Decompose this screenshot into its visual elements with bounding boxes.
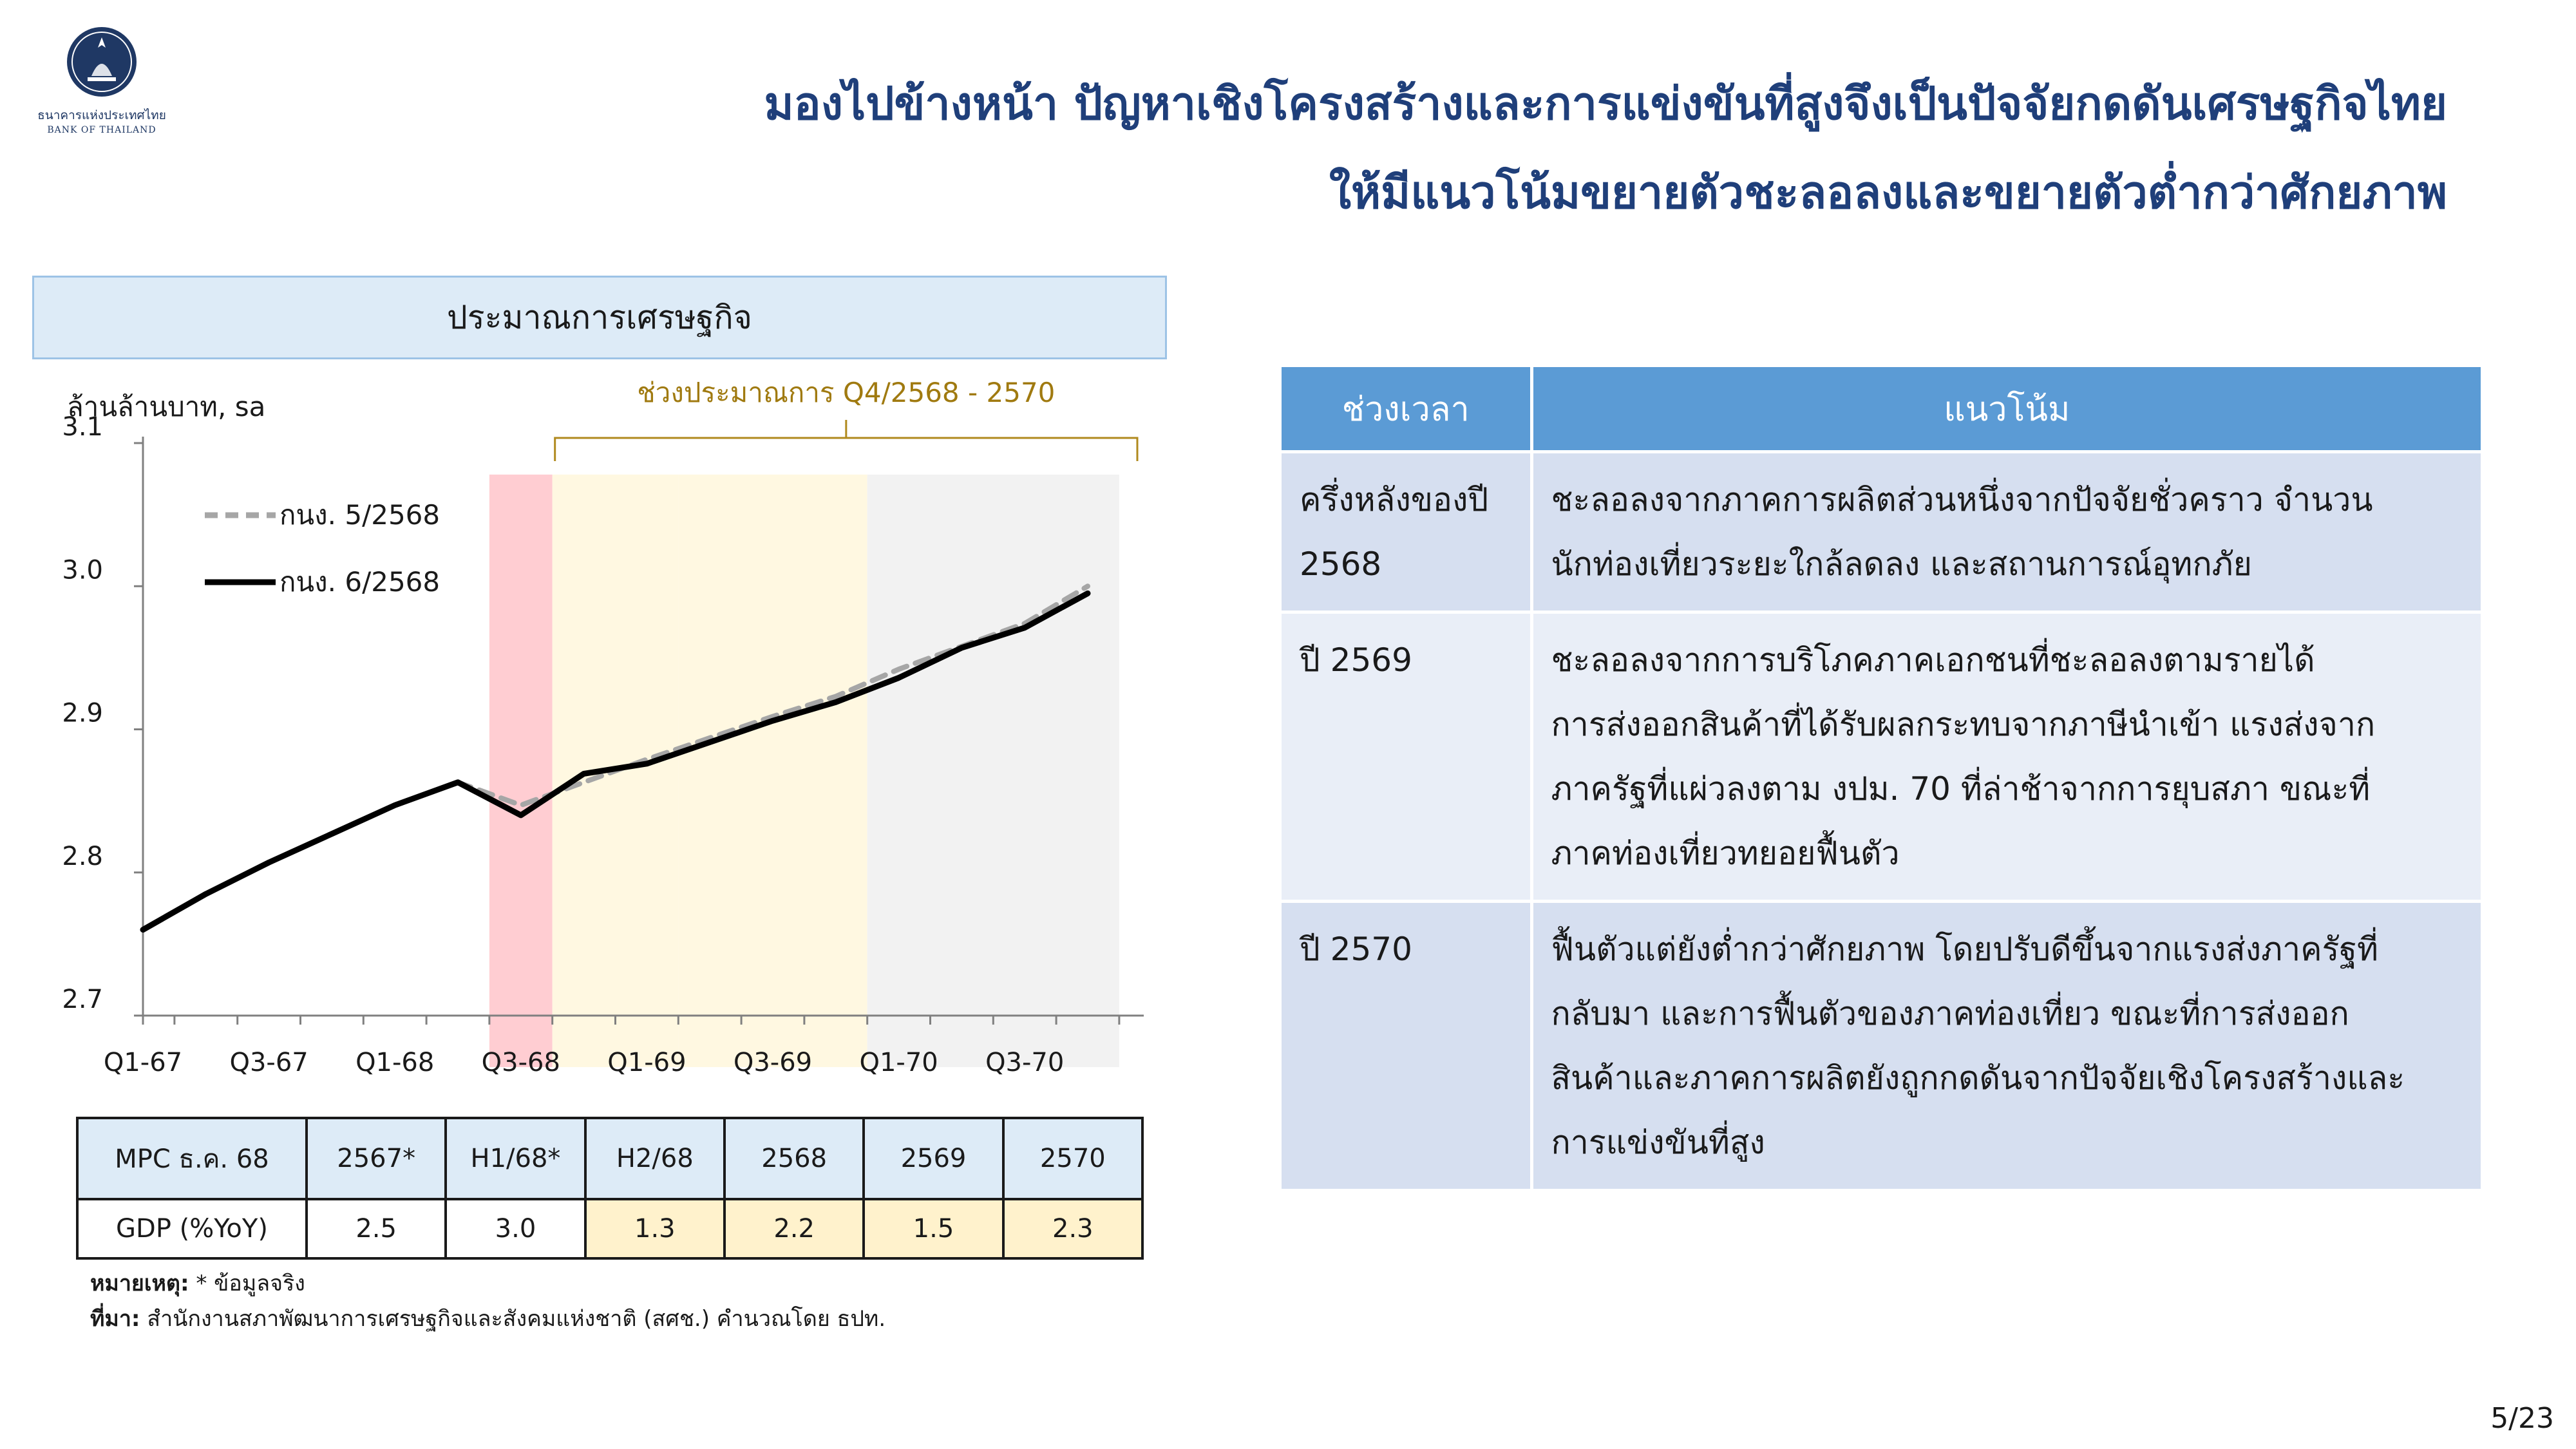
- gdp-header-cell: H1/68*: [444, 1117, 587, 1200]
- gdp-header-cell: 2567*: [305, 1117, 448, 1200]
- gdp-header-cell: 2570: [1001, 1117, 1144, 1200]
- y-tick-label: 3.1: [62, 412, 103, 442]
- gdp-table-header-row: MPC ธ.ค. 68 2567* H1/68* H2/68 2568 2569 2570: [76, 1117, 1144, 1200]
- logo-name-th: ธนาคารแห่งประเทศไทย: [37, 108, 166, 122]
- forecast-shading: [489, 474, 553, 1067]
- outlook-row: ปี 2570 ฟื้นตัวแต่ยังต่ำกว่าศักยภาพ โดยปร…: [1282, 901, 2481, 1192]
- legend-label-2: กนง. 6/2568: [279, 566, 440, 598]
- outlook-trend-line: การส่งออกสินค้าที่ได้รับผลกระทบจากภาษีนำ…: [1551, 706, 2376, 743]
- footnote-source-text: สำนักงานสภาพัฒนาการเศรษฐกิจและสังคมแห่งช…: [140, 1306, 886, 1332]
- outlook-period-cell: ปี 2570: [1282, 901, 1533, 1192]
- gdp-value-cell: 3.0: [444, 1197, 587, 1260]
- slide-title: มองไปข้างหน้า ปัญหาเชิงโครงสร้างและการแข…: [515, 59, 2447, 237]
- slide-title-line2: ให้มีแนวโน้มขยายตัวชะลอลงและขยายตัวต่ำกว…: [1329, 166, 2447, 219]
- outlook-period-line: ปี 2570: [1300, 931, 1412, 968]
- forecast-shading: [678, 474, 867, 1067]
- y-tick-label: 3.0: [62, 555, 103, 585]
- gdp-header-cell: MPC ธ.ค. 68: [76, 1117, 308, 1200]
- outlook-trend-cell: ชะลอลงจากการบริโภคภาคเอกชนที่ชะลอลงตามรา…: [1531, 612, 2481, 903]
- outlook-table-header-row: ช่วงเวลา แนวโน้ม: [1282, 367, 2481, 453]
- gdp-value-cell: 1.3: [583, 1197, 726, 1260]
- gdp-value-cell: 2.3: [1001, 1197, 1144, 1260]
- page-number: 5/23: [2490, 1402, 2554, 1435]
- gdp-value-cell: 2.2: [723, 1197, 866, 1260]
- footnote-source-label: ที่มา:: [90, 1306, 140, 1332]
- outlook-trend-line: ภาคท่องเที่ยวทยอยฟื้นตัว: [1551, 835, 1900, 872]
- gdp-header-cell: 2569: [862, 1117, 1005, 1200]
- outlook-trend-line: ภาครัฐที่แผ่วลงตาม งปม. 70 ที่ล่าช้าจากก…: [1551, 770, 2371, 808]
- gdp-value-cell: 1.5: [862, 1197, 1005, 1260]
- footnote-note-label: หมายเหตุ:: [90, 1271, 189, 1296]
- y-axis-label: ล้านล้านบาท, sa: [67, 391, 265, 422]
- gdp-header-cell: H2/68: [583, 1117, 726, 1200]
- footnote-source: ที่มา: สำนักงานสภาพัฒนาการเศรษฐกิจและสัง…: [90, 1302, 886, 1337]
- footnote: หมายเหตุ: * ข้อมูลจริง ที่มา: สำนักงานสภ…: [90, 1266, 886, 1337]
- x-tick-label: Q1-69: [607, 1048, 686, 1077]
- outlook-trend-line: ชะลอลงจากการบริโภคภาคเอกชนที่ชะลอลงตามรา…: [1551, 641, 2315, 679]
- outlook-period-line: 2568: [1300, 545, 1382, 583]
- y-tick-label: 2.7: [62, 985, 103, 1014]
- outlook-period-cell: ปี 2569: [1282, 612, 1533, 903]
- legend-label-1: กนง. 5/2568: [279, 499, 440, 531]
- slide-title-line1: มองไปข้างหน้า ปัญหาเชิงโครงสร้างและการแข…: [764, 77, 2447, 130]
- outlook-trend-line: กลับมา และการฟื้นตัวของภาคท่องเที่ยว ขณะ…: [1551, 995, 2349, 1032]
- bank-seal-icon: [67, 27, 137, 97]
- gdp-value-cell: 2.5: [305, 1197, 448, 1260]
- outlook-table: ช่วงเวลา แนวโน้ม ครึ่งหลังของปี 2568 ชะลอล…: [1282, 367, 2481, 1192]
- x-tick-label: Q3-69: [734, 1048, 812, 1077]
- outlook-trend-cell: ชะลอลงจากภาคการผลิตส่วนหนึ่งจากปัจจัยชั่…: [1531, 451, 2481, 614]
- outlook-period-line: ปี 2569: [1300, 641, 1412, 679]
- series-line-2: [140, 590, 1091, 933]
- gdp-row-label: GDP (%YoY): [76, 1197, 308, 1260]
- outlook-row: ปี 2569 ชะลอลงจากการบริโภคภาคเอกชนที่ชะลอ…: [1282, 612, 2481, 903]
- outlook-header-trend: แนวโน้ม: [1531, 367, 2481, 453]
- x-tick-label: Q3-68: [482, 1048, 560, 1077]
- outlook-trend-line: สินค้าและภาคการผลิตยังถูกกดดันจากปัจจัยเ…: [1551, 1059, 2405, 1097]
- outlook-period-cell: ครึ่งหลังของปี 2568: [1282, 451, 1533, 614]
- outlook-trend-line: ชะลอลงจากภาคการผลิตส่วนหนึ่งจากปัจจัยชั่…: [1551, 481, 2373, 518]
- logo-name-en: BANK OF THAILAND: [47, 125, 156, 135]
- outlook-trend-line: การแข่งขันที่สูง: [1551, 1124, 1765, 1161]
- x-tick-label: Q3-67: [229, 1048, 308, 1077]
- footnote-note: หมายเหตุ: * ข้อมูลจริง: [90, 1266, 886, 1302]
- outlook-trend-line: นักท่องเที่ยวระยะใกล้ลดลง และสถานการณ์อุ…: [1551, 545, 2252, 583]
- forecast-bracket-label: ช่วงประมาณการ Q4/2568 - 2570: [637, 377, 1055, 408]
- x-tick-label: Q1-68: [355, 1048, 434, 1077]
- gdp-table-data-row: GDP (%YoY) 2.5 3.0 1.3 2.2 1.5 2.3: [76, 1197, 1144, 1260]
- outlook-header-period: ช่วงเวลา: [1282, 367, 1533, 453]
- footnote-note-text: * ข้อมูลจริง: [189, 1271, 305, 1296]
- outlook-row: ครึ่งหลังของปี 2568 ชะลอลงจากภาคการผลิตส่ว…: [1282, 451, 2481, 614]
- outlook-period-line: ครึ่งหลังของปี: [1300, 481, 1489, 518]
- outlook-trend-cell: ฟื้นตัวแต่ยังต่ำกว่าศักยภาพ โดยปรับดีขึ้…: [1531, 901, 2481, 1192]
- x-tick-label: Q1-67: [104, 1048, 182, 1077]
- forecast-bracket: [554, 420, 1139, 461]
- x-tick-label: Q3-70: [985, 1048, 1064, 1077]
- outlook-trend-line: ฟื้นตัวแต่ยังต่ำกว่าศักยภาพ โดยปรับดีขึ้…: [1551, 931, 2378, 968]
- x-tick-label: Q1-70: [859, 1048, 938, 1077]
- y-tick-label: 2.9: [62, 699, 103, 728]
- forecast-line-chart: 3.1 3.0 2.9 2.8 2.7 Q1-67 Q3-67 Q1-68 Q3-68 Q1-69…: [62, 377, 1144, 1077]
- bank-logo: ธนาคารแห่งประเทศไทย BANK OF THAILAND: [18, 26, 185, 135]
- y-tick-label: 2.8: [62, 842, 103, 871]
- forecast-shading: [867, 474, 1119, 1067]
- chart-header: ประมาณการเศรษฐกิจ: [32, 276, 1167, 359]
- gdp-forecast-table: MPC ธ.ค. 68 2567* H1/68* H2/68 2568 2569 2570 …: [76, 1117, 1144, 1260]
- gdp-header-cell: 2568: [723, 1117, 866, 1200]
